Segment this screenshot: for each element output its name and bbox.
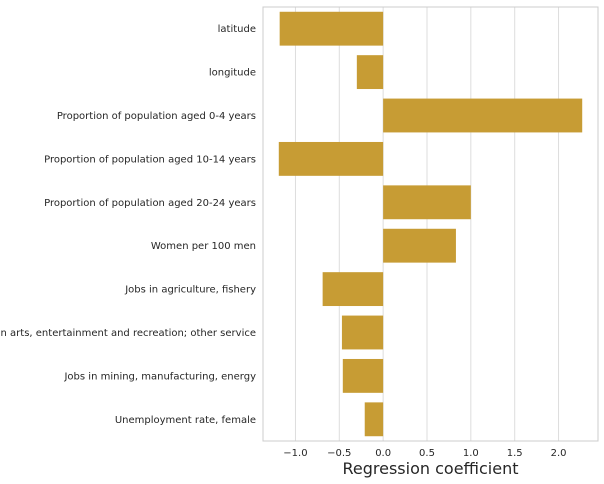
- x-tick-label: 0.5: [419, 448, 435, 459]
- category-label: longitude: [209, 68, 256, 79]
- x-axis-label: Regression coefficient: [343, 459, 519, 478]
- bar: [364, 402, 384, 437]
- plot-frame: [262, 6, 599, 442]
- category-label: Women per 100 men: [151, 241, 256, 252]
- bars: [278, 11, 583, 437]
- bar: [383, 228, 456, 263]
- bar: [278, 141, 384, 176]
- x-tick-label: −1.0: [283, 448, 307, 459]
- x-tick-labels: −1.0 −0.5 0.0 0.5 1.0 1.5 2.0: [283, 448, 566, 459]
- category-labels: latitude longitude Proportion of populatio…: [0, 24, 256, 426]
- category-label: Jobs in agriculture, fishery: [124, 285, 256, 296]
- bar: [383, 98, 583, 133]
- category-label: Proportion of population aged 20-24 year…: [44, 198, 256, 209]
- category-label: Jobs in mining, manufacturing, energy: [63, 371, 256, 382]
- bar: [342, 358, 384, 393]
- grid-lines: [294, 7, 560, 441]
- category-label: latitude: [218, 24, 256, 35]
- x-tick-label: 0.0: [375, 448, 391, 459]
- x-tick-label: 1.5: [507, 448, 523, 459]
- bar: [341, 315, 384, 350]
- category-label: Unemployment rate, female: [115, 415, 256, 426]
- category-label: Proportion of population aged 10-14 year…: [44, 154, 256, 165]
- category-label: Proportion of population aged 0-4 years: [57, 111, 256, 122]
- x-tick-label: 2.0: [551, 448, 567, 459]
- x-tick-label: −0.5: [327, 448, 351, 459]
- category-label: Jobs in arts, entertainment and recreati…: [0, 328, 256, 339]
- bar: [383, 185, 471, 220]
- x-tick-label: 1.0: [463, 448, 479, 459]
- bar: [356, 55, 384, 90]
- bar: [279, 11, 384, 46]
- bar: [322, 272, 384, 307]
